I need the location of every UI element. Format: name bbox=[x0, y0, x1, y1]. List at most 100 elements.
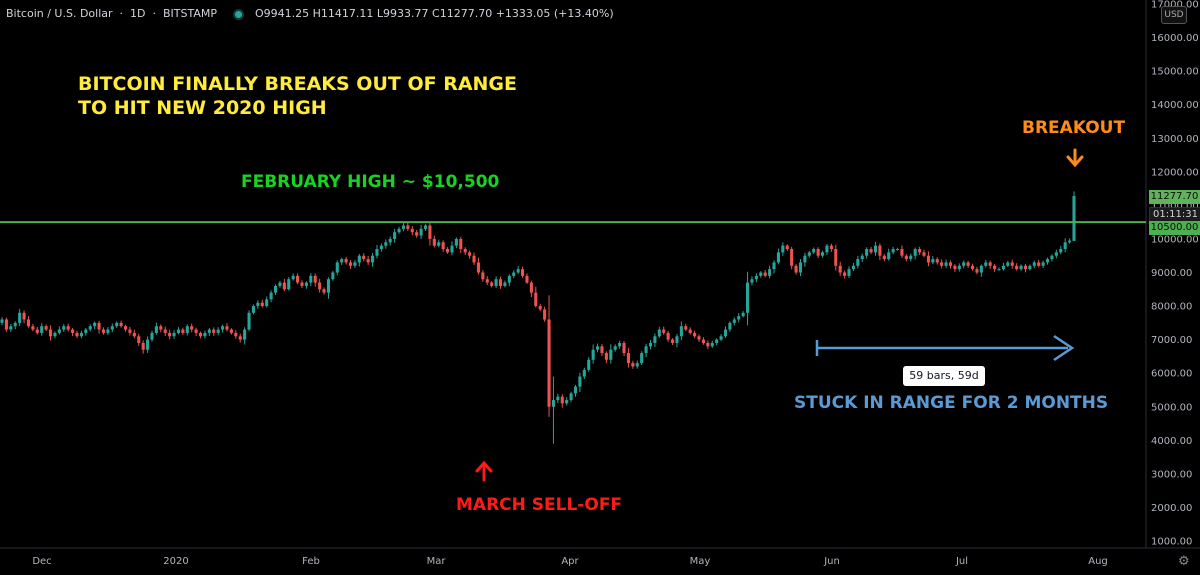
candle-body bbox=[600, 346, 604, 354]
candle-body bbox=[547, 319, 551, 407]
candle-body bbox=[79, 332, 83, 337]
candle-body bbox=[512, 272, 516, 276]
candle-body bbox=[450, 245, 454, 253]
candle-body bbox=[26, 319, 31, 327]
candle-body bbox=[719, 336, 723, 340]
candle-body bbox=[159, 326, 163, 330]
candle-body bbox=[141, 342, 145, 350]
candle-body bbox=[931, 259, 935, 263]
candle-body bbox=[1032, 262, 1036, 266]
y-tick-label: 13000.00 bbox=[1151, 134, 1199, 145]
candle-body bbox=[741, 312, 745, 317]
candle-body bbox=[869, 249, 873, 253]
candle-body bbox=[723, 329, 728, 337]
breakout-annotation: BREAKOUT bbox=[1022, 118, 1126, 138]
candle-body bbox=[181, 329, 185, 333]
candle-body bbox=[388, 238, 392, 243]
candle-body bbox=[115, 322, 119, 327]
candle-body bbox=[618, 342, 622, 347]
candle-body bbox=[732, 319, 736, 323]
gear-icon[interactable]: ⚙ bbox=[1178, 554, 1190, 569]
breakout-arrow-icon bbox=[1066, 148, 1084, 168]
candle-body bbox=[251, 306, 256, 313]
candle-body bbox=[401, 225, 405, 229]
february-high-annotation: FEBRUARY HIGH ~ $10,500 bbox=[241, 172, 500, 192]
candle-body bbox=[172, 332, 176, 337]
candle-body bbox=[326, 279, 330, 293]
candle-body bbox=[516, 269, 520, 273]
candle-body bbox=[410, 228, 414, 233]
chart-title-annotation: BITCOIN FINALLY BREAKS OUT OF RANGE TO H… bbox=[78, 72, 517, 120]
candle-body bbox=[348, 262, 353, 266]
candle-body bbox=[415, 232, 419, 236]
candle-body bbox=[454, 238, 458, 246]
candle-body bbox=[807, 252, 811, 256]
candle-body bbox=[626, 353, 630, 364]
candle-body bbox=[44, 326, 48, 330]
candle-body bbox=[375, 249, 379, 256]
y-tick-label: 8000.00 bbox=[1151, 302, 1192, 313]
y-tick-label: 14000.00 bbox=[1151, 100, 1199, 111]
candle-body bbox=[966, 262, 970, 266]
candle-body bbox=[662, 329, 666, 333]
candle-body bbox=[9, 326, 13, 330]
x-tick-label: Jul bbox=[955, 556, 968, 567]
candle-body bbox=[640, 353, 644, 364]
candle-body bbox=[97, 322, 101, 330]
candle-body bbox=[816, 249, 820, 256]
candle-body bbox=[944, 262, 948, 266]
candle-body bbox=[238, 336, 242, 340]
candle-body bbox=[798, 262, 803, 273]
candle-body bbox=[895, 249, 900, 251]
symbol-name[interactable]: Bitcoin / U.S. Dollar bbox=[6, 7, 113, 20]
candle-body bbox=[909, 255, 913, 260]
candle-body bbox=[335, 262, 339, 273]
candle-body bbox=[843, 272, 847, 276]
candle-body bbox=[318, 282, 322, 290]
exchange-label: BITSTAMP bbox=[163, 7, 218, 20]
candle-body bbox=[922, 252, 926, 256]
candle-body bbox=[790, 249, 794, 266]
currency-button[interactable]: USD bbox=[1161, 6, 1187, 24]
candle-body bbox=[207, 329, 211, 333]
candle-body bbox=[485, 279, 489, 283]
candle-body bbox=[503, 282, 507, 286]
interval-label[interactable]: 1D bbox=[130, 7, 146, 20]
candle-body bbox=[137, 336, 141, 343]
candle-body bbox=[715, 339, 719, 343]
candle-body bbox=[1054, 252, 1058, 256]
candle-body bbox=[75, 332, 79, 337]
candle-body bbox=[957, 265, 961, 270]
candle-body bbox=[247, 312, 251, 330]
candle-body bbox=[459, 238, 463, 250]
candle-body bbox=[569, 393, 573, 401]
candle-body bbox=[653, 336, 657, 343]
x-tick-label: Mar bbox=[427, 556, 447, 567]
candle-body bbox=[882, 255, 886, 260]
candle-body bbox=[198, 332, 203, 337]
candle-body bbox=[260, 302, 264, 307]
candle-body bbox=[1001, 265, 1005, 270]
x-tick-label: Feb bbox=[302, 556, 320, 567]
candle-body bbox=[688, 329, 692, 333]
candle-body bbox=[282, 282, 286, 290]
candle-body bbox=[243, 329, 247, 340]
candle-body bbox=[604, 353, 608, 360]
candle-body bbox=[494, 279, 498, 286]
candle-body bbox=[432, 238, 436, 246]
candle-body bbox=[596, 346, 600, 350]
candle-body bbox=[1059, 249, 1063, 253]
candle-body bbox=[357, 255, 361, 263]
candle-body bbox=[446, 249, 450, 253]
candle-body bbox=[521, 269, 525, 276]
candle-body bbox=[657, 329, 661, 337]
candle-body bbox=[768, 269, 772, 276]
candle-body bbox=[887, 252, 891, 260]
candle-body bbox=[176, 329, 181, 333]
candle-body bbox=[710, 342, 714, 347]
candle-body bbox=[926, 255, 930, 263]
candle-body bbox=[296, 275, 300, 283]
candle-body bbox=[476, 262, 480, 273]
candle-body bbox=[441, 242, 445, 250]
